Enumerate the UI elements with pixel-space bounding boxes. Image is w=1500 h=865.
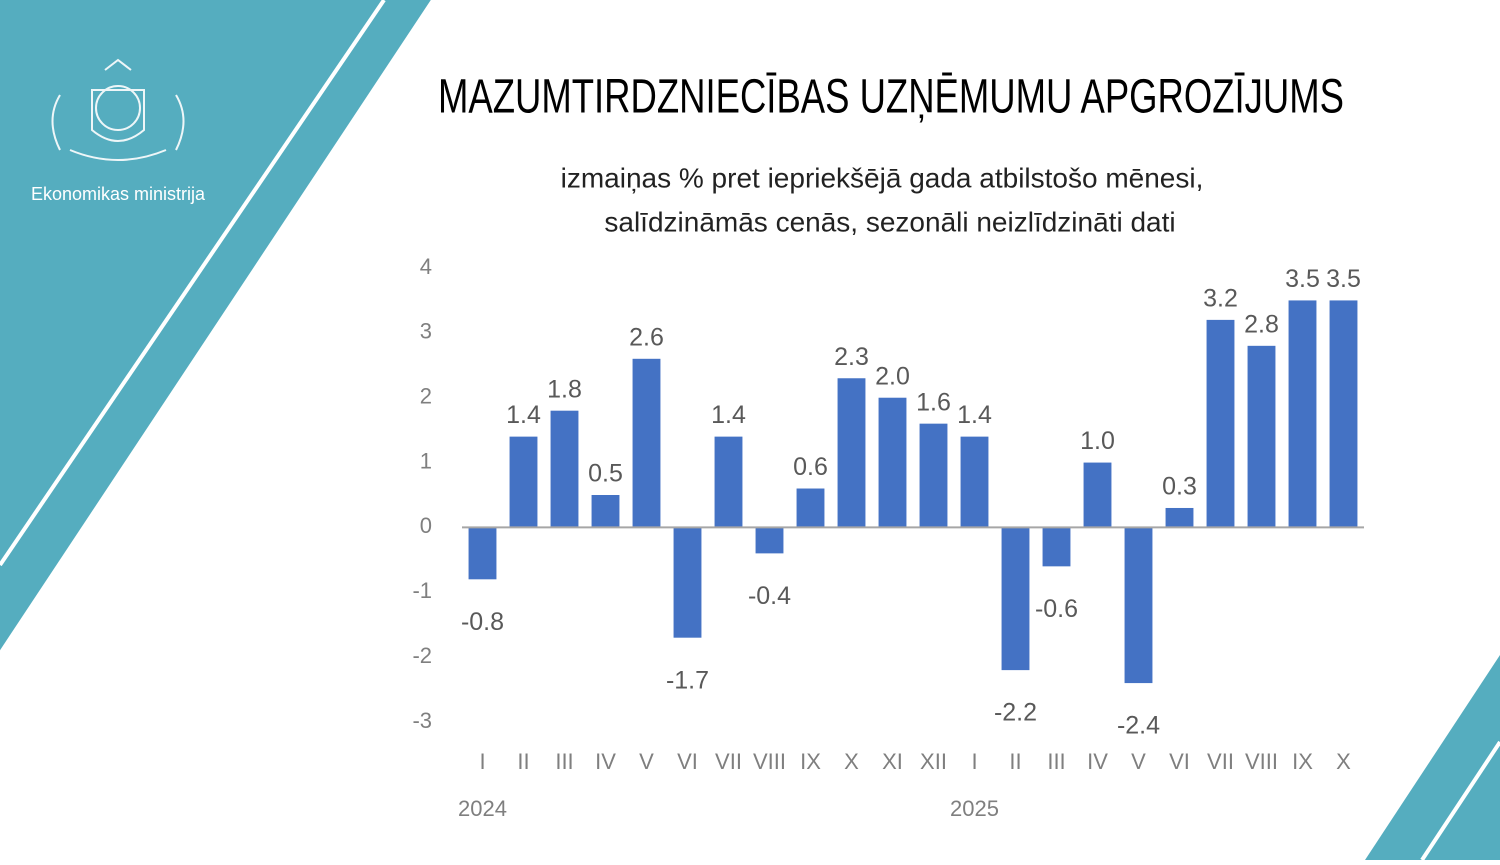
value-label: 2.0 (875, 362, 910, 390)
value-label: 3.2 (1203, 284, 1238, 312)
bar (919, 423, 948, 528)
bar (1329, 300, 1358, 528)
x-tick-label: VII (1207, 749, 1234, 774)
bar (837, 378, 866, 528)
x-tick-label: III (555, 749, 573, 774)
x-tick-label: XII (920, 749, 947, 774)
x-tick-label: VII (715, 749, 742, 774)
bar (468, 527, 497, 580)
value-label: -0.4 (748, 582, 791, 610)
x-tick-label: II (517, 749, 529, 774)
y-tick-label: 4 (420, 254, 432, 279)
bar (1165, 507, 1194, 528)
bar (960, 436, 989, 528)
value-label: -0.8 (461, 608, 504, 636)
bar (1206, 319, 1235, 528)
value-label: 1.6 (916, 388, 951, 416)
bar (1247, 345, 1276, 528)
value-label: 1.4 (506, 401, 541, 429)
chart-title: MAZUMTIRDZNIECĪBAS UZŅĒMUMU APGROZĪJUMS (438, 71, 1344, 124)
value-label: 1.4 (957, 401, 992, 429)
value-label: 2.3 (834, 343, 869, 371)
y-tick-label: 2 (420, 384, 432, 409)
bar (1001, 527, 1030, 671)
x-tick-label: VIII (1245, 749, 1278, 774)
decor-stripe (0, 0, 386, 567)
bar (755, 527, 784, 554)
x-tick-label: V (639, 749, 654, 774)
x-tick-label: I (479, 749, 485, 774)
decor-stripe (0, 0, 433, 653)
decor-corner (1365, 655, 1500, 860)
x-tick-label: VI (677, 749, 698, 774)
value-label: 0.6 (793, 453, 828, 481)
x-tick-label: X (844, 749, 859, 774)
decor-stripe (1420, 740, 1500, 862)
chart-subtitle: salīdzināmās cenās, sezonāli neizlīdzinā… (604, 206, 1175, 237)
organization: Ekonomikas ministrija (31, 184, 206, 204)
emblem (51, 58, 185, 161)
value-label: 3.5 (1326, 265, 1361, 293)
year-label: 2025 (950, 796, 999, 821)
x-tick-label: IV (1087, 749, 1108, 774)
x-tick-label: IX (800, 749, 821, 774)
value-label: 2.6 (629, 323, 664, 351)
bar (591, 495, 620, 528)
bar (796, 488, 825, 528)
x-tick-label: VI (1169, 749, 1190, 774)
value-label: 0.5 (588, 460, 623, 488)
y-tick-label: -3 (412, 708, 432, 733)
x-tick-label: III (1047, 749, 1065, 774)
value-label: -2.2 (994, 699, 1037, 727)
x-tick-label: IV (595, 749, 616, 774)
bar (1288, 300, 1317, 528)
bar (714, 436, 743, 528)
value-label: -1.7 (666, 666, 709, 694)
value-label: 2.8 (1244, 310, 1279, 338)
y-tick-label: -2 (412, 643, 432, 668)
value-label: 0.3 (1162, 473, 1197, 501)
y-tick-label: 0 (420, 513, 432, 538)
bar (550, 410, 579, 528)
x-tick-label: V (1131, 749, 1146, 774)
bar (1083, 462, 1112, 528)
value-label: 1.8 (547, 375, 582, 403)
bar (673, 527, 702, 638)
chart-subtitle: izmaiņas % pret iepriekšējā gada atbilst… (561, 162, 1204, 193)
value-label: 3.5 (1285, 265, 1320, 293)
bar (878, 397, 907, 528)
bar (1124, 527, 1153, 684)
year-label: 2024 (458, 796, 507, 821)
x-tick-label: IX (1292, 749, 1313, 774)
x-tick-label: VIII (753, 749, 786, 774)
x-tick-label: XI (882, 749, 903, 774)
value-label: -2.4 (1117, 712, 1160, 740)
value-label: -0.6 (1035, 595, 1078, 623)
value-label: 1.4 (711, 401, 746, 429)
bar (1042, 527, 1071, 567)
y-tick-label: -1 (412, 578, 432, 603)
x-tick-label: I (971, 749, 977, 774)
value-label: 1.0 (1080, 427, 1115, 455)
y-tick-label: 1 (420, 448, 432, 473)
x-tick-label: X (1336, 749, 1351, 774)
y-tick-label: 3 (420, 319, 432, 344)
x-tick-label: II (1009, 749, 1021, 774)
bar (632, 358, 661, 528)
bar (509, 436, 538, 528)
